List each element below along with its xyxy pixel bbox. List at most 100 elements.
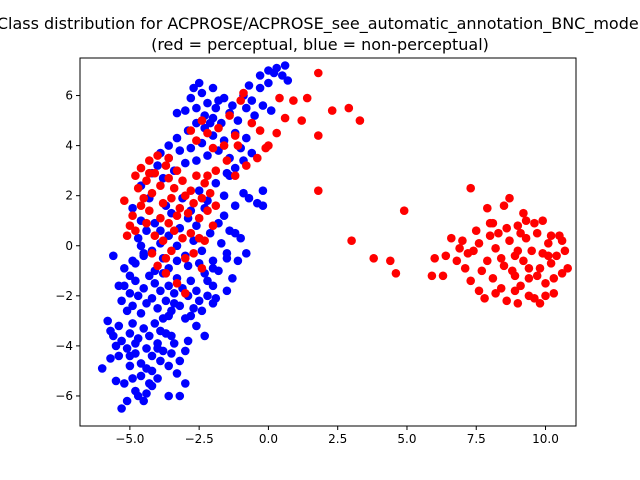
data-point-s0-203 xyxy=(172,256,182,266)
data-point-s1-147 xyxy=(513,299,523,308)
data-point-s1-126 xyxy=(521,233,531,243)
data-point-s1-22 xyxy=(192,171,201,180)
data-point-s1-105 xyxy=(458,236,467,245)
data-point-s1-84 xyxy=(280,113,290,123)
data-point-s0-49 xyxy=(136,371,146,381)
data-point-s0-191 xyxy=(280,61,290,70)
data-point-s0-190 xyxy=(283,76,293,85)
data-point-s1-39 xyxy=(167,246,176,256)
data-point-s0-118 xyxy=(219,211,229,220)
data-point-s0-204 xyxy=(183,261,193,271)
data-point-s0-187 xyxy=(264,78,273,88)
data-point-s0-129 xyxy=(230,201,240,210)
data-point-s0-55 xyxy=(117,296,126,306)
data-point-s1-88 xyxy=(314,68,323,78)
data-point-s0-32 xyxy=(122,344,132,353)
data-point-s0-89 xyxy=(222,286,232,296)
data-point-s0-221 xyxy=(175,391,185,401)
data-point-s1-158 xyxy=(530,218,539,228)
data-point-s1-95 xyxy=(369,253,379,263)
data-point-s1-100 xyxy=(430,253,440,263)
data-point-s1-131 xyxy=(535,264,545,273)
data-point-s1-27 xyxy=(205,188,215,198)
data-point-s1-133 xyxy=(541,279,550,288)
data-point-s0-72 xyxy=(164,281,173,291)
data-point-s1-42 xyxy=(178,233,187,243)
data-point-s1-117 xyxy=(496,284,506,293)
data-point-s1-85 xyxy=(289,96,298,105)
data-point-s1-38 xyxy=(164,218,173,228)
data-point-s0-147 xyxy=(203,151,212,160)
data-point-s0-134 xyxy=(128,203,137,213)
data-point-s1-97 xyxy=(391,269,401,278)
data-point-s1-141 xyxy=(563,264,572,273)
data-point-s1-92 xyxy=(355,116,365,125)
data-point-s1-24 xyxy=(197,193,207,203)
data-point-s1-125 xyxy=(519,256,528,266)
data-point-s0-156 xyxy=(222,168,232,178)
x-tick-label-3: 2.5 xyxy=(328,432,347,446)
data-point-s1-17 xyxy=(178,176,187,185)
y-tick-label-3: 0 xyxy=(65,239,73,253)
data-point-s1-156 xyxy=(502,223,512,233)
data-point-s0-82 xyxy=(192,286,201,296)
data-point-s0-12 xyxy=(122,396,132,406)
data-point-s1-152 xyxy=(510,286,520,296)
data-point-s1-74 xyxy=(252,153,262,163)
data-point-s1-60 xyxy=(186,126,196,135)
data-point-s1-32 xyxy=(136,201,146,210)
data-point-s1-43 xyxy=(181,253,190,263)
chart-title-line2: (red = perceptual, blue = non-perceptual… xyxy=(151,35,489,54)
data-point-s1-160 xyxy=(524,264,534,273)
data-point-s1-10 xyxy=(158,198,168,208)
data-point-s1-21 xyxy=(189,198,198,208)
data-point-s0-222 xyxy=(208,299,218,308)
data-point-s1-23 xyxy=(194,213,204,223)
data-point-s0-209 xyxy=(230,228,240,238)
plot-frame xyxy=(79,57,577,427)
x-tick-label-5: 7.5 xyxy=(467,432,486,446)
data-point-s0-39 xyxy=(142,344,151,353)
data-point-s1-77 xyxy=(222,156,232,165)
data-point-s0-51 xyxy=(147,381,157,391)
data-point-s1-140 xyxy=(560,246,570,256)
data-point-s1-149 xyxy=(477,266,487,276)
data-point-s0-31 xyxy=(183,336,193,346)
data-point-s1-171 xyxy=(538,216,547,225)
data-point-s1-61 xyxy=(192,136,201,145)
data-point-s1-159 xyxy=(546,231,556,240)
x-tick-label-6: 10.0 xyxy=(532,432,559,446)
data-point-s0-71 xyxy=(161,296,171,306)
data-point-s0-66 xyxy=(147,294,157,303)
data-point-s0-94 xyxy=(133,233,143,243)
data-point-s0-22 xyxy=(156,356,165,366)
data-point-s1-33 xyxy=(142,218,151,228)
data-point-s0-3 xyxy=(109,331,118,341)
data-point-s0-108 xyxy=(192,221,201,230)
data-point-s1-51 xyxy=(172,279,182,288)
data-point-s0-8 xyxy=(114,351,124,361)
data-point-s0-67 xyxy=(150,279,160,288)
data-point-s0-0 xyxy=(97,364,107,373)
data-point-s1-15 xyxy=(172,166,182,175)
data-point-s1-148 xyxy=(535,299,545,308)
data-point-s0-25 xyxy=(167,349,176,358)
data-point-s0-145 xyxy=(192,156,201,165)
data-points xyxy=(97,61,572,413)
data-point-s0-167 xyxy=(250,111,259,120)
data-point-s0-88 xyxy=(228,274,237,283)
data-point-s1-14 xyxy=(169,183,179,193)
data-point-s0-130 xyxy=(239,188,248,198)
data-point-s1-151 xyxy=(491,289,500,298)
data-point-s0-64 xyxy=(142,299,151,308)
data-point-s1-103 xyxy=(447,233,456,243)
data-point-s1-59 xyxy=(164,153,173,163)
data-point-s1-89 xyxy=(314,131,323,140)
data-point-s1-124 xyxy=(516,281,525,291)
data-point-s1-50 xyxy=(161,269,171,278)
data-point-s0-61 xyxy=(133,291,143,301)
data-point-s0-181 xyxy=(194,78,204,88)
data-point-s0-16 xyxy=(133,391,143,401)
data-point-s0-185 xyxy=(228,101,237,110)
data-point-s1-118 xyxy=(499,261,509,271)
